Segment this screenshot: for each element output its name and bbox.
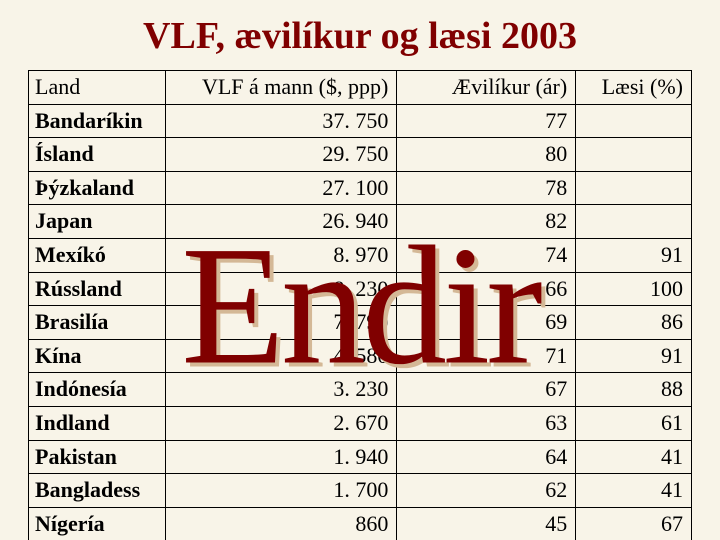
cell-vlf: 7. 790 [165, 306, 397, 340]
cell-land: Rússland [29, 272, 166, 306]
cell-laesi: 41 [576, 440, 692, 474]
cell-vlf: 29. 750 [165, 138, 397, 172]
cell-vlf: 1. 700 [165, 474, 397, 508]
cell-land: Kína [29, 339, 166, 373]
cell-vlf: 8. 970 [165, 238, 397, 272]
cell-land: Bangladess [29, 474, 166, 508]
table-body: Bandaríkin 37. 750 77 Ísland 29. 750 80 … [29, 104, 692, 540]
cell-vlf: 26. 940 [165, 205, 397, 239]
cell-land: Indland [29, 406, 166, 440]
cell-aevi: 63 [397, 406, 576, 440]
cell-aevi: 80 [397, 138, 576, 172]
cell-laesi: 41 [576, 474, 692, 508]
col-header-laesi: Læsi (%) [576, 71, 692, 105]
table-row: Pakistan 1. 940 64 41 [29, 440, 692, 474]
cell-aevi: 71 [397, 339, 576, 373]
cell-land: Brasilía [29, 306, 166, 340]
cell-aevi: 66 [397, 272, 576, 306]
cell-land: Mexíkó [29, 238, 166, 272]
cell-land: Japan [29, 205, 166, 239]
cell-laesi: 61 [576, 406, 692, 440]
cell-laesi: 88 [576, 373, 692, 407]
cell-aevi: 64 [397, 440, 576, 474]
cell-vlf: 8. 230 [165, 272, 397, 306]
cell-laesi: 91 [576, 238, 692, 272]
slide: VLF, ævilíkur og læsi 2003 Land VLF á ma… [0, 0, 720, 540]
cell-aevi: 74 [397, 238, 576, 272]
cell-vlf: 1. 940 [165, 440, 397, 474]
cell-laesi: 67 [576, 507, 692, 540]
cell-laesi [576, 138, 692, 172]
table-row: Brasilía 7. 790 69 86 [29, 306, 692, 340]
table-row: Kína 4. 580 71 91 [29, 339, 692, 373]
cell-vlf: 3. 230 [165, 373, 397, 407]
cell-land: Indónesía [29, 373, 166, 407]
cell-land: Nígería [29, 507, 166, 540]
cell-aevi: 82 [397, 205, 576, 239]
cell-aevi: 77 [397, 104, 576, 138]
cell-aevi: 62 [397, 474, 576, 508]
cell-vlf: 860 [165, 507, 397, 540]
cell-land: Þýzkaland [29, 171, 166, 205]
cell-laesi [576, 104, 692, 138]
cell-vlf: 4. 580 [165, 339, 397, 373]
data-table: Land VLF á mann ($, ppp) Ævilíkur (ár) L… [28, 70, 692, 540]
table-row: Indónesía 3. 230 67 88 [29, 373, 692, 407]
table-row: Rússland 8. 230 66 100 [29, 272, 692, 306]
cell-laesi: 86 [576, 306, 692, 340]
cell-aevi: 78 [397, 171, 576, 205]
cell-land: Pakistan [29, 440, 166, 474]
col-header-vlf: VLF á mann ($, ppp) [165, 71, 397, 105]
cell-aevi: 69 [397, 306, 576, 340]
col-header-land: Land [29, 71, 166, 105]
table-row: Þýzkaland 27. 100 78 [29, 171, 692, 205]
cell-land: Ísland [29, 138, 166, 172]
col-header-aevi: Ævilíkur (ár) [397, 71, 576, 105]
table-row: Ísland 29. 750 80 [29, 138, 692, 172]
cell-vlf: 27. 100 [165, 171, 397, 205]
cell-land: Bandaríkin [29, 104, 166, 138]
table-row: Mexíkó 8. 970 74 91 [29, 238, 692, 272]
table-row: Japan 26. 940 82 [29, 205, 692, 239]
cell-vlf: 2. 670 [165, 406, 397, 440]
table-row: Nígería 860 45 67 [29, 507, 692, 540]
cell-laesi: 91 [576, 339, 692, 373]
table-wrap: Land VLF á mann ($, ppp) Ævilíkur (ár) L… [28, 70, 692, 540]
cell-aevi: 67 [397, 373, 576, 407]
table-row: Bangladess 1. 700 62 41 [29, 474, 692, 508]
table-row: Indland 2. 670 63 61 [29, 406, 692, 440]
cell-vlf: 37. 750 [165, 104, 397, 138]
table-header-row: Land VLF á mann ($, ppp) Ævilíkur (ár) L… [29, 71, 692, 105]
cell-laesi [576, 171, 692, 205]
page-title: VLF, ævilíkur og læsi 2003 [28, 14, 692, 58]
table-row: Bandaríkin 37. 750 77 [29, 104, 692, 138]
cell-aevi: 45 [397, 507, 576, 540]
cell-laesi [576, 205, 692, 239]
cell-laesi: 100 [576, 272, 692, 306]
